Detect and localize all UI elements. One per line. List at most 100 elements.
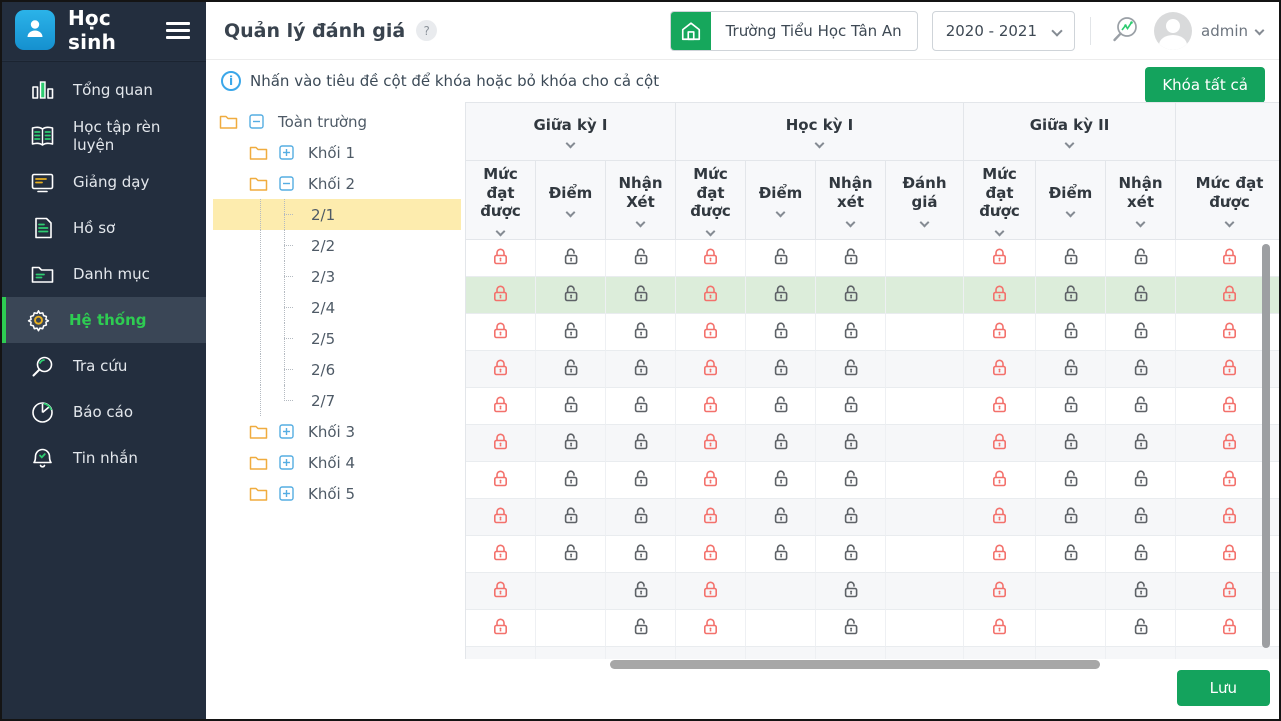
column-header[interactable]: Mức đạt được [466, 161, 536, 240]
lock-cell[interactable] [816, 573, 886, 610]
hamburger-icon[interactable] [166, 18, 190, 43]
lock-cell[interactable] [676, 314, 746, 351]
lock-cell[interactable] [606, 314, 676, 351]
sidebar-item-hoc-tap-ren-luyen[interactable]: Học tập rèn luyện [2, 113, 206, 159]
lock-cell[interactable] [606, 536, 676, 573]
lock-cell[interactable] [1106, 240, 1176, 277]
lock-cell[interactable] [466, 351, 536, 388]
lock-cell[interactable] [816, 277, 886, 314]
lock-cell[interactable] [746, 277, 816, 314]
lock-cell[interactable] [964, 277, 1036, 314]
column-header[interactable]: Điểm [746, 161, 816, 240]
expand-icon[interactable] [279, 145, 294, 160]
lock-cell[interactable] [466, 240, 536, 277]
tree-item-khoi-5[interactable]: Khối 5 [213, 478, 461, 509]
lock-cell[interactable] [606, 240, 676, 277]
lock-cell[interactable] [1036, 277, 1106, 314]
sidebar-item-tong-quan[interactable]: Tổng quan [2, 67, 206, 113]
school-selector[interactable]: Trường Tiểu Học Tân An [670, 11, 918, 51]
lock-cell[interactable] [676, 573, 746, 610]
lock-cell[interactable] [964, 425, 1036, 462]
lock-cell[interactable] [964, 610, 1036, 647]
lock-cell[interactable] [606, 425, 676, 462]
expand-icon[interactable] [279, 455, 294, 470]
lock-cell[interactable] [1106, 388, 1176, 425]
lock-cell[interactable] [746, 462, 816, 499]
tree-item-2-4[interactable]: 2/4 [213, 292, 461, 323]
lock-cell[interactable] [816, 499, 886, 536]
lock-cell[interactable] [1036, 388, 1106, 425]
sidebar-item-danh-muc[interactable]: Danh mục [2, 251, 206, 297]
tree-item-toan-truong[interactable]: Toàn trường [213, 106, 461, 137]
tree-item-2-2[interactable]: 2/2 [213, 230, 461, 261]
lock-cell[interactable] [676, 277, 746, 314]
lock-cell[interactable] [746, 314, 816, 351]
lock-cell[interactable] [1106, 351, 1176, 388]
sidebar-item-tin-nhan[interactable]: Tin nhắn [2, 435, 206, 481]
tree-item-2-7[interactable]: 2/7 [213, 385, 461, 416]
lock-cell[interactable] [1106, 462, 1176, 499]
lock-cell[interactable] [466, 314, 536, 351]
lock-cell[interactable] [964, 499, 1036, 536]
sidebar-item-he-thong[interactable]: Hệ thống [2, 297, 206, 343]
lock-cell[interactable] [964, 388, 1036, 425]
lock-cell[interactable] [466, 573, 536, 610]
column-group-header[interactable] [1176, 103, 1279, 161]
lock-cell[interactable] [816, 314, 886, 351]
lock-cell[interactable] [816, 351, 886, 388]
tree-item-2-5[interactable]: 2/5 [213, 323, 461, 354]
lock-cell[interactable] [676, 536, 746, 573]
lock-cell[interactable] [536, 388, 606, 425]
lock-cell[interactable] [746, 388, 816, 425]
lock-cell[interactable] [964, 536, 1036, 573]
lock-cell[interactable] [1036, 314, 1106, 351]
lock-cell[interactable] [1106, 573, 1176, 610]
lock-cell[interactable] [964, 240, 1036, 277]
lock-cell[interactable] [676, 610, 746, 647]
lock-cell[interactable] [536, 499, 606, 536]
sidebar-item-bao-cao[interactable]: Báo cáo [2, 389, 206, 435]
lock-cell[interactable] [606, 277, 676, 314]
lock-cell[interactable] [1106, 314, 1176, 351]
column-header[interactable]: Mức đạt được [964, 161, 1036, 240]
lock-cell[interactable] [676, 462, 746, 499]
sidebar-item-giang-day[interactable]: Giảng dạy [2, 159, 206, 205]
lock-all-button[interactable]: Khóa tất cả [1145, 67, 1265, 103]
tree-item-khoi-2[interactable]: Khối 2 [213, 168, 461, 199]
lock-cell[interactable] [746, 240, 816, 277]
lock-cell[interactable] [964, 314, 1036, 351]
user-chevron-down-icon[interactable] [1255, 26, 1265, 36]
lock-cell[interactable] [606, 573, 676, 610]
lock-cell[interactable] [676, 240, 746, 277]
save-button[interactable]: Lưu [1177, 670, 1270, 706]
tree-item-2-1[interactable]: 2/1 [213, 199, 461, 230]
search-stats-icon[interactable] [1106, 13, 1142, 49]
lock-cell[interactable] [1036, 425, 1106, 462]
column-group-header[interactable]: Giữa kỳ I [466, 103, 676, 161]
column-header[interactable]: Mức đạt được [676, 161, 746, 240]
sidebar-item-ho-so[interactable]: Hồ sơ [2, 205, 206, 251]
lock-cell[interactable] [816, 536, 886, 573]
lock-cell[interactable] [536, 462, 606, 499]
lock-cell[interactable] [466, 536, 536, 573]
lock-cell[interactable] [1036, 536, 1106, 573]
lock-cell[interactable] [1036, 351, 1106, 388]
lock-cell[interactable] [536, 536, 606, 573]
tree-item-khoi-1[interactable]: Khối 1 [213, 137, 461, 168]
tree-item-2-6[interactable]: 2/6 [213, 354, 461, 385]
column-header[interactable]: Điểm [536, 161, 606, 240]
lock-cell[interactable] [606, 388, 676, 425]
help-button[interactable]: ? [416, 20, 437, 41]
avatar[interactable] [1154, 12, 1192, 50]
lock-cell[interactable] [1106, 425, 1176, 462]
lock-cell[interactable] [1106, 536, 1176, 573]
tree-item-khoi-4[interactable]: Khối 4 [213, 447, 461, 478]
lock-cell[interactable] [676, 388, 746, 425]
expand-icon[interactable] [279, 424, 294, 439]
lock-cell[interactable] [466, 462, 536, 499]
lock-cell[interactable] [1036, 499, 1106, 536]
lock-cell[interactable] [816, 425, 886, 462]
lock-cell[interactable] [466, 499, 536, 536]
lock-cell[interactable] [1106, 610, 1176, 647]
lock-cell[interactable] [816, 610, 886, 647]
